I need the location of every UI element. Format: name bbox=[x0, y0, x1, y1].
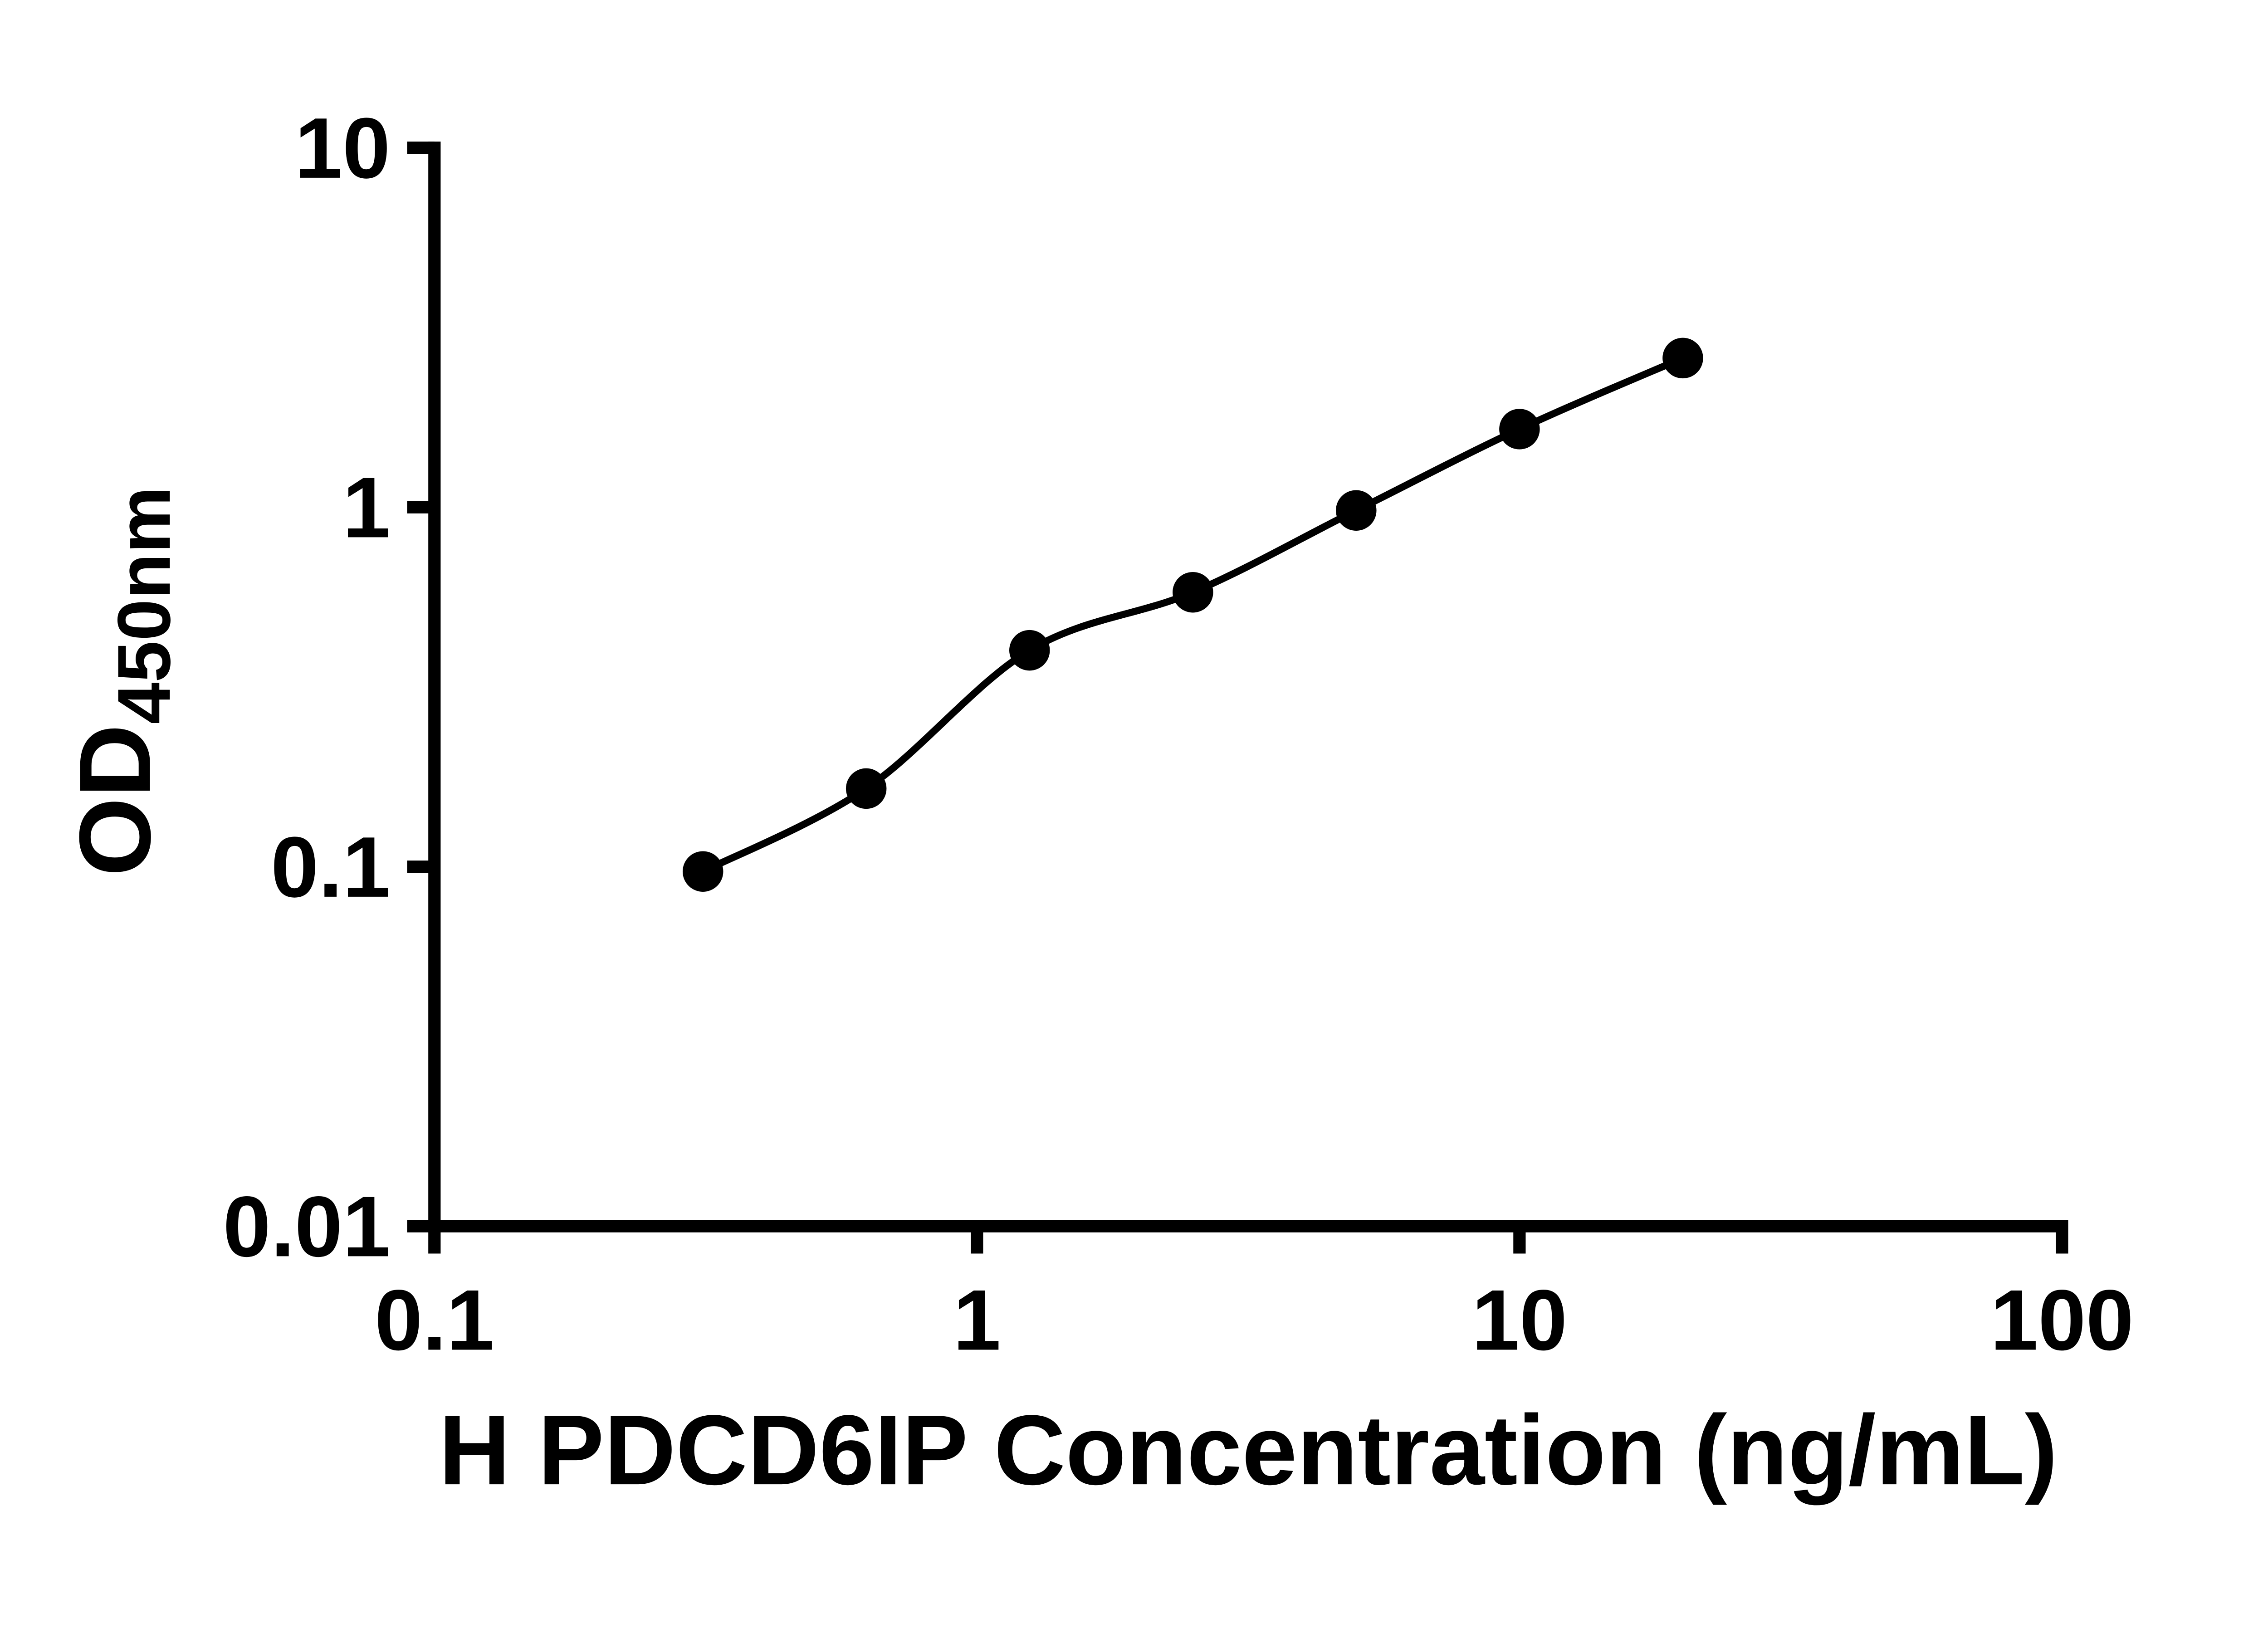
data-point bbox=[1009, 630, 1050, 671]
chart-figure: 0.1 1 10 100 0.01 0.1 1 10 H PDCD6IP Concentrat… bbox=[59, 100, 2134, 1506]
x-tick-label: 100 bbox=[1990, 1272, 2134, 1368]
y-tick-label: 0.1 bbox=[271, 819, 391, 915]
data-point bbox=[1499, 409, 1540, 450]
x-tick-label: 10 bbox=[1471, 1272, 1567, 1368]
y-tick-label: 0.01 bbox=[223, 1178, 391, 1275]
y-axis-title: OD450nm bbox=[59, 487, 186, 876]
data-point bbox=[1173, 572, 1213, 613]
y-tick-label: 1 bbox=[342, 460, 390, 556]
data-point bbox=[1662, 337, 1703, 379]
x-tick-label: 1 bbox=[953, 1272, 1001, 1368]
y-tick-label: 10 bbox=[295, 100, 391, 196]
data-point bbox=[846, 768, 887, 809]
x-axis-title: H PDCD6IP Concentration (ng/mL) bbox=[439, 1395, 2058, 1506]
y-axis-title-main: OD bbox=[59, 724, 172, 876]
data-point bbox=[1336, 490, 1377, 531]
axis-spines bbox=[428, 142, 2068, 1232]
x-tick-label: 0.1 bbox=[375, 1272, 494, 1368]
y-axis-title-sub: 450nm bbox=[102, 487, 186, 724]
data-point bbox=[682, 851, 723, 892]
